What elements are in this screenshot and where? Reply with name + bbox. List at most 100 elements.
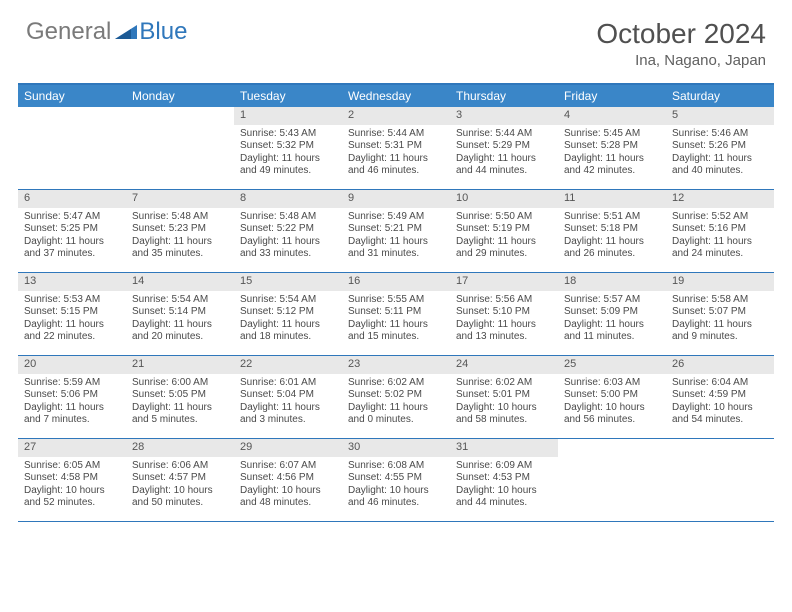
sunrise-text: Sunrise: 6:03 AM [564, 377, 660, 390]
dow-cell: Thursday [450, 85, 558, 107]
dow-cell: Tuesday [234, 85, 342, 107]
sunrise-text: Sunrise: 5:59 AM [24, 377, 120, 390]
daylight-text: Daylight: 11 hours and 29 minutes. [456, 236, 552, 261]
day-number: 12 [666, 190, 774, 208]
day-cell: 26Sunrise: 6:04 AMSunset: 4:59 PMDayligh… [666, 356, 774, 438]
day-cell: 18Sunrise: 5:57 AMSunset: 5:09 PMDayligh… [558, 273, 666, 355]
day-number: 18 [558, 273, 666, 291]
day-body: Sunrise: 5:54 AMSunset: 5:12 PMDaylight:… [234, 291, 342, 348]
day-number: 30 [342, 439, 450, 457]
day-cell: 8Sunrise: 5:48 AMSunset: 5:22 PMDaylight… [234, 190, 342, 272]
day-number: 25 [558, 356, 666, 374]
sunrise-text: Sunrise: 5:55 AM [348, 294, 444, 307]
sunrise-text: Sunrise: 6:00 AM [132, 377, 228, 390]
day-number: 7 [126, 190, 234, 208]
day-cell: 30Sunrise: 6:08 AMSunset: 4:55 PMDayligh… [342, 439, 450, 521]
sunrise-text: Sunrise: 6:06 AM [132, 460, 228, 473]
day-cell: 23Sunrise: 6:02 AMSunset: 5:02 PMDayligh… [342, 356, 450, 438]
sunset-text: Sunset: 5:29 PM [456, 140, 552, 153]
sunrise-text: Sunrise: 5:52 AM [672, 211, 768, 224]
day-number: 9 [342, 190, 450, 208]
day-cell: 19Sunrise: 5:58 AMSunset: 5:07 PMDayligh… [666, 273, 774, 355]
day-body: Sunrise: 5:43 AMSunset: 5:32 PMDaylight:… [234, 125, 342, 182]
daylight-text: Daylight: 11 hours and 24 minutes. [672, 236, 768, 261]
day-cell: 2Sunrise: 5:44 AMSunset: 5:31 PMDaylight… [342, 107, 450, 189]
day-cell [18, 107, 126, 189]
day-number: 15 [234, 273, 342, 291]
daylight-text: Daylight: 11 hours and 26 minutes. [564, 236, 660, 261]
day-number: 20 [18, 356, 126, 374]
sunrise-text: Sunrise: 6:02 AM [348, 377, 444, 390]
sunset-text: Sunset: 5:18 PM [564, 223, 660, 236]
sunset-text: Sunset: 5:25 PM [24, 223, 120, 236]
day-body: Sunrise: 6:02 AMSunset: 5:02 PMDaylight:… [342, 374, 450, 431]
day-cell: 20Sunrise: 5:59 AMSunset: 5:06 PMDayligh… [18, 356, 126, 438]
sunset-text: Sunset: 5:04 PM [240, 389, 336, 402]
day-cell: 3Sunrise: 5:44 AMSunset: 5:29 PMDaylight… [450, 107, 558, 189]
day-body: Sunrise: 5:44 AMSunset: 5:31 PMDaylight:… [342, 125, 450, 182]
day-cell: 29Sunrise: 6:07 AMSunset: 4:56 PMDayligh… [234, 439, 342, 521]
sunrise-text: Sunrise: 5:47 AM [24, 211, 120, 224]
header: General Blue October 2024 Ina, Nagano, J… [0, 0, 792, 77]
daylight-text: Daylight: 11 hours and 22 minutes. [24, 319, 120, 344]
day-number: 10 [450, 190, 558, 208]
weeks-container: 1Sunrise: 5:43 AMSunset: 5:32 PMDaylight… [18, 107, 774, 522]
day-cell: 13Sunrise: 5:53 AMSunset: 5:15 PMDayligh… [18, 273, 126, 355]
sunrise-text: Sunrise: 5:48 AM [132, 211, 228, 224]
sunset-text: Sunset: 5:05 PM [132, 389, 228, 402]
day-number: 13 [18, 273, 126, 291]
day-cell [558, 439, 666, 521]
sunrise-text: Sunrise: 5:44 AM [456, 128, 552, 141]
day-cell: 5Sunrise: 5:46 AMSunset: 5:26 PMDaylight… [666, 107, 774, 189]
day-cell: 14Sunrise: 5:54 AMSunset: 5:14 PMDayligh… [126, 273, 234, 355]
sunrise-text: Sunrise: 5:58 AM [672, 294, 768, 307]
day-cell: 31Sunrise: 6:09 AMSunset: 4:53 PMDayligh… [450, 439, 558, 521]
day-cell: 16Sunrise: 5:55 AMSunset: 5:11 PMDayligh… [342, 273, 450, 355]
day-number: 28 [126, 439, 234, 457]
sunset-text: Sunset: 5:16 PM [672, 223, 768, 236]
day-number: 17 [450, 273, 558, 291]
sunrise-text: Sunrise: 5:54 AM [240, 294, 336, 307]
day-cell: 12 Sunrise: 5:52 AMSunset: 5:16 PMDayligh… [666, 190, 774, 272]
day-cell: 28Sunrise: 6:06 AMSunset: 4:57 PMDayligh… [126, 439, 234, 521]
sunrise-text: Sunrise: 5:45 AM [564, 128, 660, 141]
day-body: Sunrise: 5:59 AMSunset: 5:06 PMDaylight:… [18, 374, 126, 431]
day-number: 16 [342, 273, 450, 291]
sunset-text: Sunset: 5:21 PM [348, 223, 444, 236]
daylight-text: Daylight: 11 hours and 46 minutes. [348, 153, 444, 178]
day-number: 4 [558, 107, 666, 125]
day-cell: 15Sunrise: 5:54 AMSunset: 5:12 PMDayligh… [234, 273, 342, 355]
month-title: October 2024 [596, 18, 766, 50]
logo-text-general: General [26, 18, 111, 46]
day-cell: 10Sunrise: 5:50 AMSunset: 5:19 PMDayligh… [450, 190, 558, 272]
day-body: Sunrise: 6:00 AMSunset: 5:05 PMDaylight:… [126, 374, 234, 431]
week-row: 1Sunrise: 5:43 AMSunset: 5:32 PMDaylight… [18, 107, 774, 190]
day-body: Sunrise: 6:07 AMSunset: 4:56 PMDaylight:… [234, 457, 342, 514]
day-number: 22 [234, 356, 342, 374]
sunset-text: Sunset: 5:15 PM [24, 306, 120, 319]
day-body: Sunrise: 5:48 AMSunset: 5:23 PMDaylight:… [126, 208, 234, 265]
day-body: Sunrise: 6:09 AMSunset: 4:53 PMDaylight:… [450, 457, 558, 514]
sunset-text: Sunset: 5:14 PM [132, 306, 228, 319]
day-number: 24 [450, 356, 558, 374]
day-number: 23 [342, 356, 450, 374]
sunrise-text: Sunrise: 5:56 AM [456, 294, 552, 307]
day-body: Sunrise: 5:48 AMSunset: 5:22 PMDaylight:… [234, 208, 342, 265]
sunset-text: Sunset: 5:01 PM [456, 389, 552, 402]
sunrise-text: Sunrise: 6:02 AM [456, 377, 552, 390]
sunset-text: Sunset: 5:19 PM [456, 223, 552, 236]
day-body: Sunrise: 6:04 AMSunset: 4:59 PMDaylight:… [666, 374, 774, 431]
day-number: 6 [18, 190, 126, 208]
sunset-text: Sunset: 4:55 PM [348, 472, 444, 485]
daylight-text: Daylight: 11 hours and 15 minutes. [348, 319, 444, 344]
dow-cell: Monday [126, 85, 234, 107]
sunset-text: Sunset: 5:02 PM [348, 389, 444, 402]
daylight-text: Daylight: 10 hours and 58 minutes. [456, 402, 552, 427]
day-cell [666, 439, 774, 521]
daylight-text: Daylight: 10 hours and 54 minutes. [672, 402, 768, 427]
dow-cell: Friday [558, 85, 666, 107]
day-cell: 6Sunrise: 5:47 AMSunset: 5:25 PMDaylight… [18, 190, 126, 272]
location: Ina, Nagano, Japan [596, 52, 766, 69]
daylight-text: Daylight: 11 hours and 49 minutes. [240, 153, 336, 178]
day-number: 14 [126, 273, 234, 291]
